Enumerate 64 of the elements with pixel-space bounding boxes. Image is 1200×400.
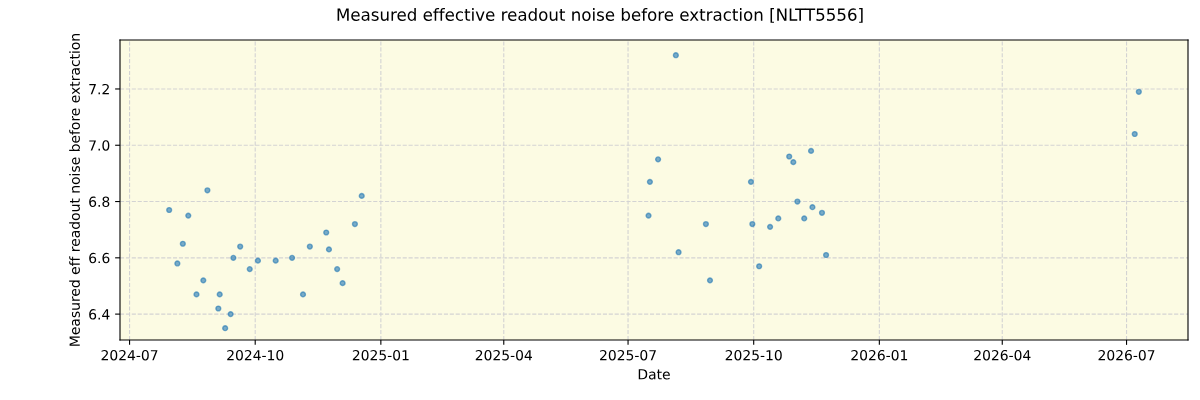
point bbox=[702, 220, 709, 228]
point bbox=[807, 147, 815, 154]
point bbox=[756, 263, 763, 270]
point bbox=[822, 251, 830, 259]
x-tick-label: 2026-04 bbox=[974, 349, 1031, 361]
point bbox=[794, 198, 801, 205]
x-tick-label: 2025-01 bbox=[352, 349, 409, 361]
point bbox=[237, 243, 244, 250]
point bbox=[193, 291, 200, 298]
x-tick-label: 2025-07 bbox=[600, 349, 656, 361]
y-tick-label: 6.4 bbox=[89, 309, 110, 320]
x-axis-title: Date bbox=[638, 369, 670, 380]
y-tick-label: 6.6 bbox=[89, 252, 110, 264]
point bbox=[654, 156, 662, 163]
point bbox=[1135, 88, 1142, 95]
point bbox=[706, 277, 714, 284]
x-tick-label: 2026-07 bbox=[1098, 349, 1155, 361]
x-tick-label: 2024-07 bbox=[101, 349, 158, 361]
point bbox=[306, 243, 313, 250]
point bbox=[272, 257, 279, 264]
point bbox=[645, 212, 652, 219]
x-tick-label: 2026-01 bbox=[851, 349, 908, 361]
x-tick-label: 2025-10 bbox=[725, 349, 782, 361]
point bbox=[775, 215, 782, 222]
point bbox=[254, 257, 262, 264]
point bbox=[646, 178, 654, 185]
point bbox=[288, 254, 296, 261]
point bbox=[672, 52, 679, 59]
point bbox=[801, 215, 808, 222]
point bbox=[174, 260, 181, 267]
point bbox=[227, 311, 234, 318]
point bbox=[179, 240, 186, 247]
point bbox=[818, 209, 826, 216]
point bbox=[339, 280, 346, 287]
point bbox=[351, 220, 359, 228]
point bbox=[204, 187, 211, 194]
point bbox=[747, 178, 755, 185]
point bbox=[200, 277, 207, 284]
point bbox=[675, 249, 682, 256]
chart-title: Measured effective readout noise before extraction [NLTT5556] bbox=[337, 8, 863, 23]
point bbox=[790, 159, 797, 166]
point bbox=[325, 246, 333, 253]
point bbox=[1131, 130, 1138, 138]
point bbox=[334, 265, 341, 273]
point bbox=[749, 220, 756, 228]
point bbox=[323, 229, 330, 236]
point bbox=[230, 254, 237, 261]
point bbox=[246, 265, 253, 273]
point bbox=[222, 325, 229, 332]
point bbox=[185, 212, 192, 219]
y-tick-label: 7.2 bbox=[89, 83, 109, 95]
point bbox=[786, 153, 793, 160]
point bbox=[166, 206, 173, 214]
y-tick-label: 6.8 bbox=[89, 196, 110, 208]
point bbox=[215, 305, 222, 312]
point bbox=[358, 192, 365, 200]
y-axis-title: Measured eff readout noise before extraction bbox=[69, 34, 80, 346]
x-tick-label: 2024-10 bbox=[227, 349, 284, 361]
x-tick-label: 2025-04 bbox=[475, 349, 533, 361]
point bbox=[299, 291, 307, 298]
point bbox=[766, 223, 774, 230]
y-tick-label: 7.0 bbox=[89, 140, 110, 151]
point bbox=[809, 204, 816, 211]
point bbox=[216, 291, 223, 298]
